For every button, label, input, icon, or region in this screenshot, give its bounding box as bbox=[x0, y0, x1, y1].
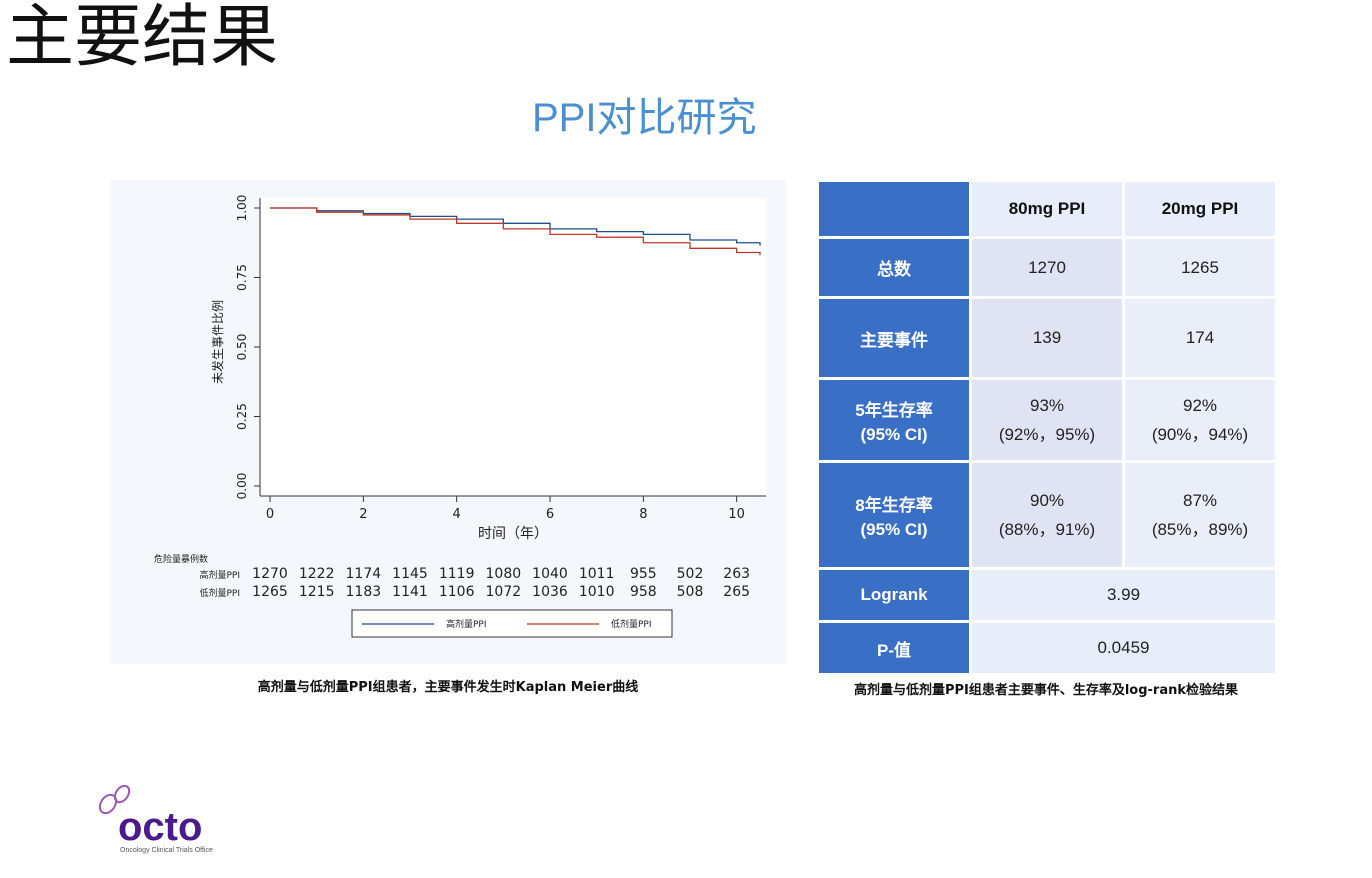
row-header: 5年生存率 (95% CI) bbox=[819, 380, 969, 460]
cell-ci: (85%，89%) bbox=[1151, 519, 1249, 539]
table-row: 5年生存率 (95% CI) 93% (92%，95%) 92% (90%，94… bbox=[819, 380, 1275, 460]
risk-count: 265 bbox=[723, 584, 750, 600]
table-cell: 1270 bbox=[972, 239, 1122, 296]
table-row: 8年生存率 (95% CI) 90% (88%，91%) 87% (85%，89… bbox=[819, 463, 1275, 567]
risk-count: 502 bbox=[677, 566, 704, 582]
row-header: P-值 bbox=[819, 623, 969, 673]
row-header-label: 5年生存率 bbox=[855, 400, 933, 420]
cell-ci: (92%，95%) bbox=[998, 424, 1096, 444]
row-header: 8年生存率 (95% CI) bbox=[819, 463, 969, 567]
column-header: 20mg PPI bbox=[1125, 182, 1275, 236]
column-header: 80mg PPI bbox=[972, 182, 1122, 236]
risk-count: 1106 bbox=[439, 584, 475, 600]
y-tick-label: 0.25 bbox=[235, 403, 249, 430]
row-header-sublabel: (95% CI) bbox=[860, 424, 928, 444]
risk-count: 1010 bbox=[579, 584, 615, 600]
risk-row-label: 高剂量PPI bbox=[199, 569, 240, 581]
cell-value: 92% bbox=[1182, 395, 1218, 415]
cell-value: 93% bbox=[1029, 395, 1065, 415]
cell-ci: (88%，91%) bbox=[998, 519, 1096, 539]
figure-caption: 高剂量与低剂量PPI组患者，主要事件发生时Kaplan Meier曲线 bbox=[257, 680, 639, 695]
table-header-row: 80mg PPI 20mg PPI bbox=[819, 182, 1275, 236]
risk-count: 263 bbox=[723, 566, 750, 582]
table-cell: 139 bbox=[972, 299, 1122, 377]
row-header: 总数 bbox=[819, 239, 969, 296]
risk-count: 1215 bbox=[299, 584, 335, 600]
row-header: 主要事件 bbox=[819, 299, 969, 377]
table-cell: 93% (92%，95%) bbox=[972, 380, 1122, 460]
km-figure: 0.00 0.25 0.50 0.75 1.00 0 2 4 6 8 10 未发生事件比例 时间（… bbox=[110, 180, 786, 664]
risk-count: 1265 bbox=[252, 584, 288, 600]
row-header-sublabel: (95% CI) bbox=[860, 519, 928, 539]
results-table: 80mg PPI 20mg PPI 总数 1270 1265 主要事件 139 … bbox=[816, 179, 1278, 676]
y-tick-label: 0.75 bbox=[235, 264, 249, 291]
table-cell: 174 bbox=[1125, 299, 1275, 377]
x-tick-label: 6 bbox=[546, 507, 554, 522]
table-caption: 高剂量与低剂量PPI组患者主要事件、生存率及log-rank检验结果 bbox=[853, 683, 1239, 698]
plot-area bbox=[260, 198, 766, 496]
legend-label: 低剂量PPI bbox=[611, 618, 652, 630]
table-row: 总数 1270 1265 bbox=[819, 239, 1275, 296]
risk-count: 508 bbox=[677, 584, 704, 600]
logo-graphic: octo Oncology Clinical Trials Office bbox=[98, 784, 213, 854]
risk-table: 高剂量PPI 1270 1222 1174 1145 1119 1080 1040 1011 95… bbox=[199, 566, 750, 600]
risk-count: 1145 bbox=[392, 566, 428, 582]
y-tick-label: 0.50 bbox=[235, 334, 249, 361]
legend-label: 高剂量PPI bbox=[446, 618, 487, 630]
risk-count: 958 bbox=[630, 584, 657, 600]
y-tick-label: 0.00 bbox=[235, 473, 249, 500]
risk-count: 1119 bbox=[439, 566, 475, 582]
logo-loops-icon bbox=[98, 784, 131, 815]
row-header-label: 8年生存率 bbox=[855, 495, 933, 515]
x-tick-label: 8 bbox=[639, 507, 647, 522]
risk-row-label: 低剂量PPI bbox=[199, 587, 240, 599]
risk-count: 1072 bbox=[486, 584, 522, 600]
table-cell: 90% (88%，91%) bbox=[972, 463, 1122, 567]
risk-count: 1270 bbox=[252, 566, 288, 582]
x-tick-label: 2 bbox=[359, 507, 367, 522]
risk-count: 1080 bbox=[486, 566, 522, 582]
table-row: 主要事件 139 174 bbox=[819, 299, 1275, 377]
logo-tagline: Oncology Clinical Trials Office bbox=[120, 847, 213, 854]
slide-title: 主要结果 bbox=[6, 0, 279, 77]
legend-box bbox=[351, 609, 673, 638]
slide-subtitle: PPI对比研究 bbox=[532, 96, 757, 140]
row-header: Logrank bbox=[819, 570, 969, 620]
logo-wordmark: octo bbox=[118, 805, 202, 849]
km-curve-low-dose bbox=[270, 207, 761, 256]
risk-count: 1183 bbox=[346, 584, 382, 600]
y-axis: 0.00 0.25 0.50 0.75 1.00 bbox=[235, 195, 261, 500]
table-row: P-值 0.0459 bbox=[819, 623, 1275, 673]
cell-value: 87% bbox=[1182, 490, 1218, 510]
y-axis-label: 未发生事件比例 bbox=[210, 300, 225, 384]
table-cell: 1265 bbox=[1125, 239, 1275, 296]
table-cell: 92% (90%，94%) bbox=[1125, 380, 1275, 460]
risk-count: 1011 bbox=[579, 566, 615, 582]
risk-count: 1174 bbox=[346, 566, 382, 582]
p-value: 0.0459 bbox=[972, 623, 1275, 673]
cell-ci: (90%，94%) bbox=[1151, 424, 1249, 444]
x-tick-label: 0 bbox=[266, 507, 274, 522]
table-row: Logrank 3.99 bbox=[819, 570, 1275, 620]
logrank-value: 3.99 bbox=[972, 570, 1275, 620]
km-chart-svg: 0.00 0.25 0.50 0.75 1.00 0 2 4 6 8 10 未发生事件比例 时间（… bbox=[154, 195, 766, 638]
table-cell: 87% (85%，89%) bbox=[1125, 463, 1275, 567]
cell-value: 90% bbox=[1029, 490, 1065, 510]
risk-count: 955 bbox=[630, 566, 657, 582]
risk-table-title: 危险量暴例数 bbox=[154, 553, 208, 565]
legend: 高剂量PPI 低剂量PPI bbox=[351, 609, 673, 638]
x-tick-label: 10 bbox=[728, 507, 745, 522]
risk-count: 1040 bbox=[532, 566, 568, 582]
x-tick-label: 4 bbox=[453, 507, 461, 522]
km-lines bbox=[270, 207, 761, 256]
y-tick-label: 1.00 bbox=[235, 195, 249, 222]
x-axis-label: 时间（年） bbox=[478, 526, 548, 542]
risk-count: 1036 bbox=[532, 584, 568, 600]
risk-count: 1222 bbox=[299, 566, 335, 582]
x-axis: 0 2 4 6 8 10 bbox=[260, 495, 766, 522]
risk-count: 1141 bbox=[392, 584, 428, 600]
table-corner bbox=[819, 182, 969, 236]
octo-logo: octo Oncology Clinical Trials Office bbox=[94, 780, 244, 860]
